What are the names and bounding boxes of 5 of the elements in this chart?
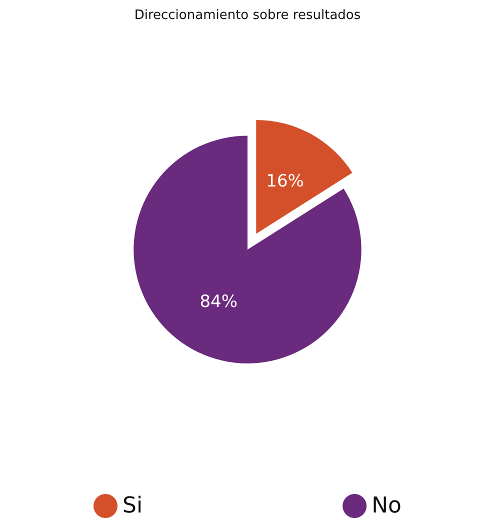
legend-label: Si (122, 494, 143, 518)
chart-title: Direccionamiento sobre resultados (134, 8, 361, 23)
data-label: 16% (266, 171, 304, 192)
data-label: 84% (200, 292, 238, 312)
legend-label: No (372, 494, 402, 518)
